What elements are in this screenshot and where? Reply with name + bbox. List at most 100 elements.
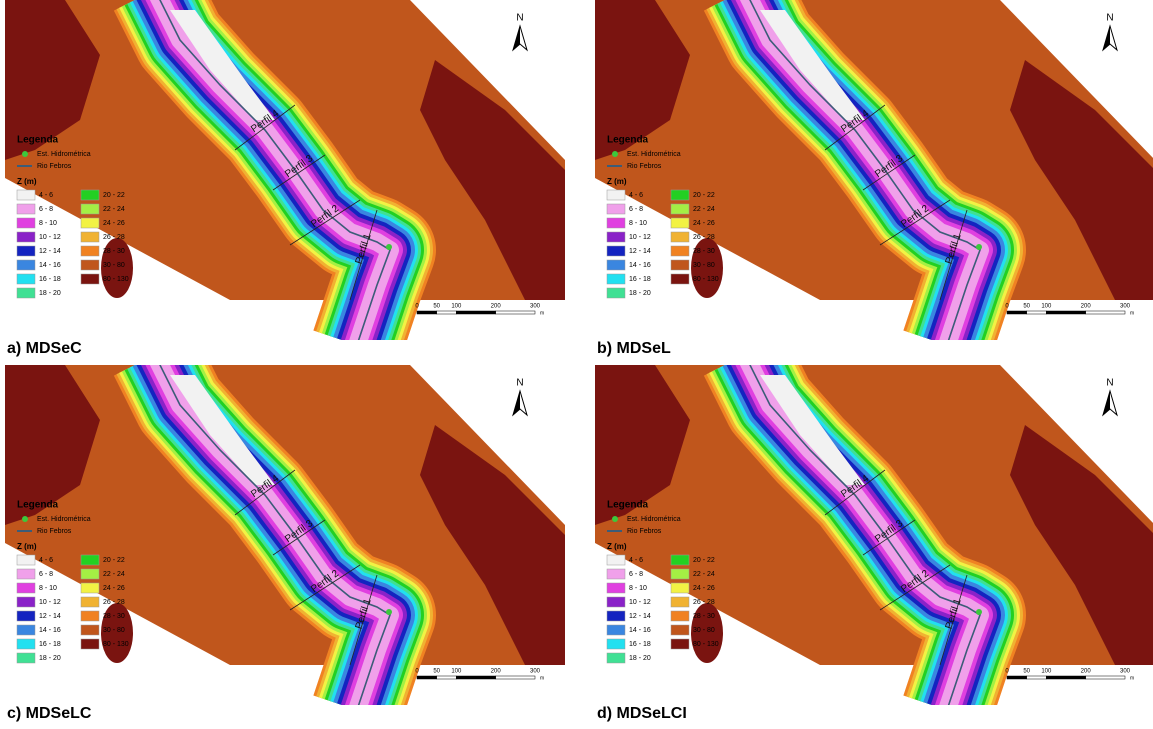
legend-label: 12 - 14 (629, 613, 651, 620)
legend-swatch (671, 611, 689, 621)
legend-river: Rio Febros (627, 528, 662, 535)
legend-label: 6 - 8 (39, 206, 53, 213)
scale-label: 50 (1023, 304, 1030, 310)
legend-swatch (17, 190, 35, 200)
legend-title: Legenda (17, 500, 59, 511)
legend-label: 10 - 12 (629, 234, 651, 241)
scale-label: 200 (1081, 669, 1092, 675)
scale-unit: m (540, 675, 544, 681)
legend-label: 6 - 8 (39, 571, 53, 578)
legend-swatch (17, 288, 35, 298)
legend-swatch (671, 274, 689, 284)
scale-label: 100 (1041, 669, 1052, 675)
scale-segment (1046, 676, 1085, 679)
legend-label: 12 - 14 (629, 248, 651, 255)
station (386, 244, 392, 250)
legend-swatch (607, 204, 625, 214)
legend-swatch (671, 569, 689, 579)
legend-label: 14 - 16 (39, 262, 61, 269)
legend-title: Legenda (17, 135, 59, 146)
legend-swatch (607, 555, 625, 565)
scale-unit: m (1130, 310, 1134, 316)
legend-label: 4 - 6 (629, 192, 643, 199)
legend-label: 26 - 28 (693, 599, 715, 606)
legend-swatch (81, 583, 99, 593)
legend-swatch (671, 625, 689, 635)
scale-label: 300 (530, 304, 541, 310)
legend-swatch (607, 218, 625, 228)
legend-swatch (81, 260, 99, 270)
panel-caption: b) MDSeL (597, 340, 671, 358)
legend-label: 12 - 14 (39, 613, 61, 620)
north-label: N (1106, 378, 1113, 389)
scale-segment (456, 676, 495, 679)
scale-segment (1086, 676, 1125, 679)
legend-swatch (17, 260, 35, 270)
legend-label: 8 - 10 (39, 220, 57, 227)
scale-segment (456, 311, 495, 314)
panel-caption: d) MDSeLCI (597, 705, 687, 723)
legend-label: 8 - 10 (629, 220, 647, 227)
scale-segment (1007, 676, 1027, 679)
legend-label: 12 - 14 (39, 248, 61, 255)
legend-swatch (17, 597, 35, 607)
legend-label: 22 - 24 (103, 206, 125, 213)
legend-swatch (607, 274, 625, 284)
legend-swatch (607, 625, 625, 635)
legend-label: 18 - 20 (629, 290, 651, 297)
panel-caption: a) MDSeC (7, 340, 82, 358)
legend-swatch (17, 274, 35, 284)
legend-swatch (607, 583, 625, 593)
legend-label: 16 - 18 (39, 276, 61, 283)
legend-river: Rio Febros (37, 528, 72, 535)
scale-segment (1027, 676, 1047, 679)
legend-label: 16 - 18 (629, 641, 651, 648)
north-label: N (1106, 13, 1113, 24)
scale-label: 100 (451, 304, 462, 310)
legend-swatch (17, 653, 35, 663)
scale-label: 300 (530, 669, 541, 675)
legend-label: 6 - 8 (629, 571, 643, 578)
legend-title: Legenda (607, 135, 649, 146)
legend-swatch (671, 555, 689, 565)
station (386, 609, 392, 615)
scale-label: 200 (491, 304, 502, 310)
legend-z-title: Z (m) (607, 177, 627, 186)
legend-swatch (671, 246, 689, 256)
legend-label: 14 - 16 (39, 627, 61, 634)
legend-swatch (607, 611, 625, 621)
panel-caption: c) MDSeLC (7, 705, 91, 723)
legend-swatch (671, 190, 689, 200)
legend-label: 20 - 22 (693, 557, 715, 564)
legend-swatch (607, 288, 625, 298)
legend-label: 22 - 24 (103, 571, 125, 578)
legend-swatch (607, 653, 625, 663)
legend-title: Legenda (607, 500, 649, 511)
legend-label: 8 - 10 (629, 585, 647, 592)
legend-swatch (17, 611, 35, 621)
legend-swatch (81, 204, 99, 214)
legend-river: Rio Febros (37, 163, 72, 170)
legend-swatch (81, 274, 99, 284)
legend-river: Rio Febros (627, 163, 662, 170)
legend-label: 26 - 28 (693, 234, 715, 241)
legend-label: 18 - 20 (39, 655, 61, 662)
legend-swatch (81, 639, 99, 649)
legend-swatch (607, 246, 625, 256)
legend-swatch (17, 583, 35, 593)
legend-swatch (81, 611, 99, 621)
legend-label: 28 - 30 (693, 613, 715, 620)
legend-swatch (17, 246, 35, 256)
legend-swatch (17, 232, 35, 242)
scale-segment (1027, 311, 1047, 314)
legend-station-symbol (22, 516, 28, 522)
scale-segment (437, 311, 457, 314)
legend-label: 24 - 26 (103, 220, 125, 227)
scale-segment (1046, 311, 1085, 314)
scale-segment (417, 311, 437, 314)
legend-swatch (671, 232, 689, 242)
legend-swatch (17, 218, 35, 228)
legend-label: 80 - 130 (693, 641, 719, 648)
